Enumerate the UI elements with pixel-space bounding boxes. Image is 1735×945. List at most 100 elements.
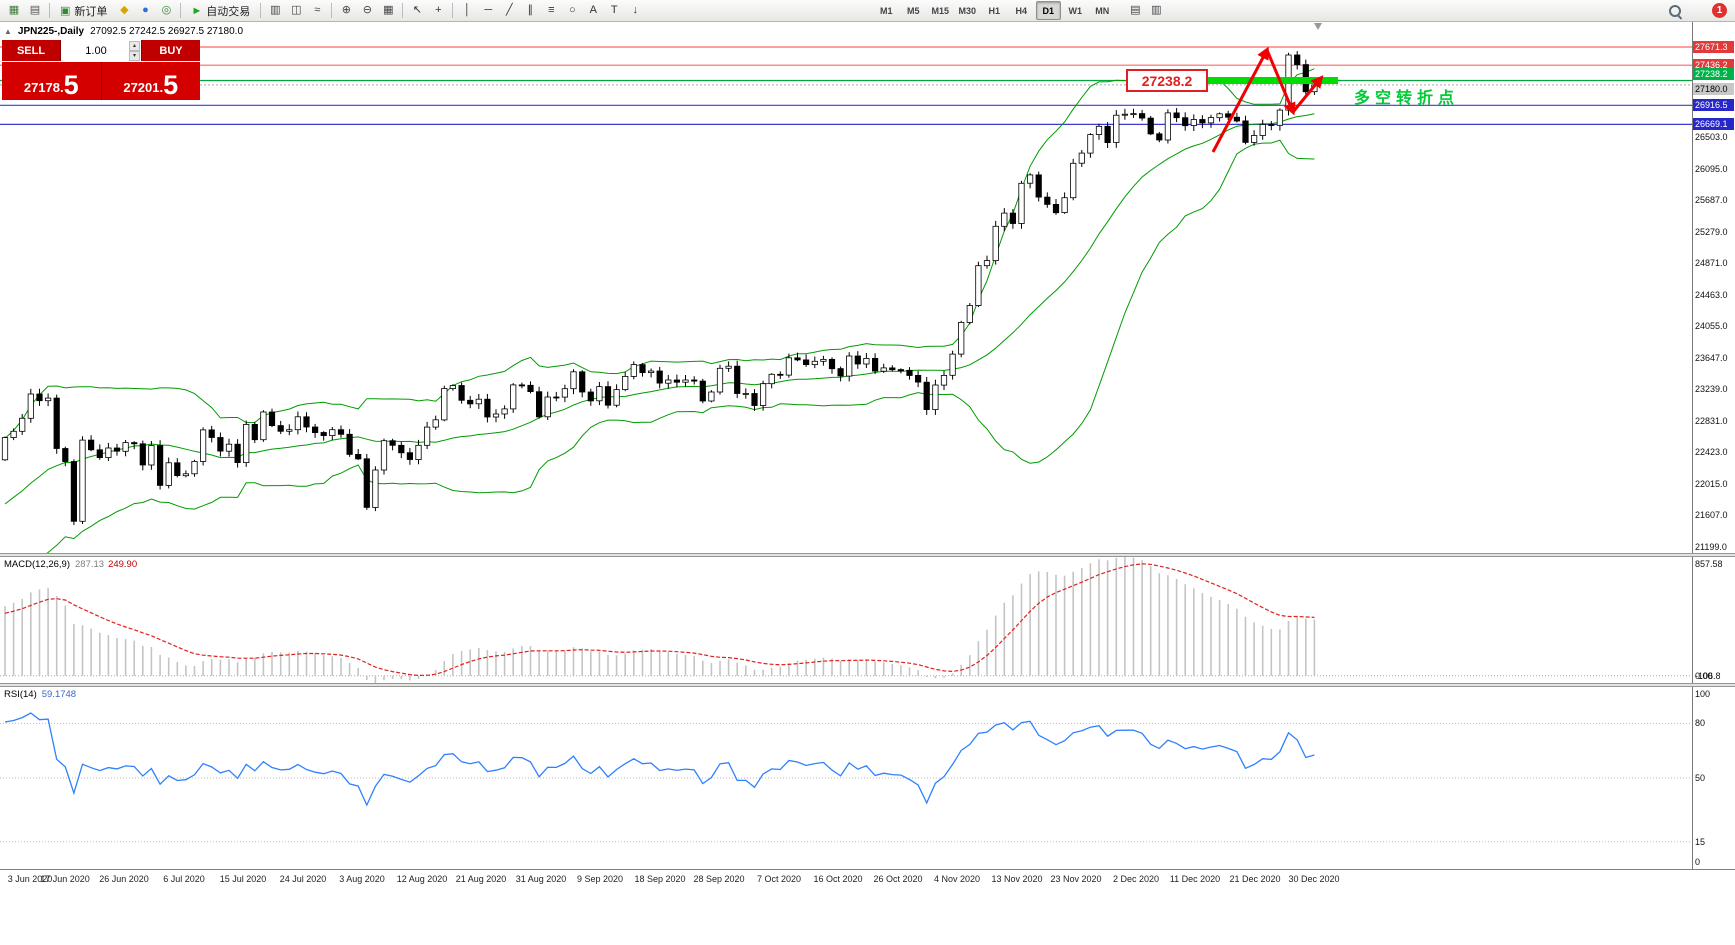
zoom-in-icon[interactable]: ⊕ bbox=[341, 4, 351, 16]
autotrading-button-label: 自动交易 bbox=[206, 5, 251, 18]
timeframe-w1-button[interactable]: W1 bbox=[1068, 5, 1083, 16]
price-scale-tag: 27671.3 bbox=[1693, 41, 1734, 53]
timeframe-m15-button[interactable]: M15 bbox=[931, 5, 950, 16]
timeframe-m30-button[interactable]: M30 bbox=[958, 5, 977, 16]
navigator-icon[interactable]: ◎ bbox=[161, 4, 172, 16]
chart-shift-marker[interactable] bbox=[1314, 23, 1322, 30]
price-scale-tick: 25279.0 bbox=[1695, 227, 1728, 237]
toolbar-separator bbox=[402, 3, 404, 18]
new-order-button[interactable]: ▣ 新订单 bbox=[54, 2, 113, 20]
new-chart-window-icon[interactable]: ▦ bbox=[8, 4, 20, 16]
time-axis-label: 7 Oct 2020 bbox=[756, 874, 802, 884]
macd-signal-value: 249.90 bbox=[108, 559, 138, 570]
profiles-icon[interactable]: ▤ bbox=[29, 4, 41, 16]
time-axis-label: 13 Nov 2020 bbox=[991, 874, 1043, 884]
one-click-trading-panel: SELL ▴ ▾ BUY 27178.5 27201.5 bbox=[2, 40, 200, 100]
buy-button[interactable]: BUY bbox=[142, 40, 200, 61]
timeframe-d1-button[interactable]: D1 bbox=[1035, 1, 1061, 20]
toolbar-separator bbox=[331, 3, 333, 18]
price-scale-tick: 23647.0 bbox=[1695, 353, 1728, 363]
rsi-scale-label: 15 bbox=[1695, 837, 1706, 847]
time-axis-label: 11 Dec 2020 bbox=[1169, 874, 1221, 884]
search-icon[interactable] bbox=[1667, 3, 1683, 20]
volume-increase-button[interactable]: ▴ bbox=[129, 41, 140, 51]
shapes-icon[interactable]: ○ bbox=[568, 4, 576, 16]
macd-name: MACD(12,26,9) bbox=[4, 559, 70, 570]
buy-price-button[interactable]: 27201. 5 bbox=[101, 62, 200, 100]
price-scale-tick: 24871.0 bbox=[1695, 258, 1728, 268]
favorites-icon[interactable]: ◆ bbox=[120, 4, 129, 16]
volume-input[interactable] bbox=[61, 40, 141, 61]
price-callout-label[interactable]: 27238.2 bbox=[1126, 69, 1208, 92]
one-click-toggle[interactable]: ▲ bbox=[4, 27, 12, 36]
price-scale-tag: 27180.0 bbox=[1693, 83, 1734, 95]
timeframe-mn-button[interactable]: MN bbox=[1095, 5, 1110, 16]
time-axis[interactable]: 3 Jun 2020 17 Jun 2020 26 Jun 2020 6 Jul 20… bbox=[0, 869, 1735, 897]
time-axis-label: 24 Jul 2020 bbox=[279, 874, 327, 884]
macd-main-value: 287.13 bbox=[75, 559, 105, 570]
volume-decrease-button[interactable]: ▾ bbox=[129, 51, 140, 61]
sell-button[interactable]: SELL bbox=[2, 40, 60, 61]
turning-point-label[interactable]: 多空转折点 bbox=[1354, 90, 1460, 107]
macd-scale-label: 857.58 bbox=[1695, 559, 1723, 569]
sell-price: 27178. bbox=[23, 80, 64, 95]
support-zone[interactable] bbox=[1205, 77, 1338, 84]
time-axis-label: 21 Dec 2020 bbox=[1229, 874, 1281, 884]
toolbar-separator bbox=[180, 3, 182, 18]
timeframe-m1-button[interactable]: M1 bbox=[880, 5, 893, 16]
zoom-out-icon[interactable]: ⊖ bbox=[362, 4, 372, 16]
period-settings-icon[interactable]: ▤ bbox=[1130, 4, 1141, 16]
time-axis-label: 26 Jun 2020 bbox=[99, 874, 149, 884]
timeframe-m5-button[interactable]: M5 bbox=[907, 5, 920, 16]
macd-panel-splitter[interactable] bbox=[0, 553, 1735, 557]
time-axis-label: 17 Jun 2020 bbox=[40, 874, 90, 884]
time-axis-label: 3 Jun 2020 bbox=[7, 874, 53, 884]
rsi-panel-splitter[interactable] bbox=[0, 683, 1735, 687]
time-axis-label: 4 Nov 2020 bbox=[933, 874, 981, 884]
sell-price-button[interactable]: 27178. 5 bbox=[2, 62, 101, 100]
macd-indicator-label: MACD(12,26,9) 287.13 249.90 bbox=[4, 559, 137, 570]
candlestick-chart-icon[interactable]: ◫ bbox=[291, 4, 302, 16]
cursor-icon[interactable]: ↖ bbox=[412, 4, 422, 16]
crosshair-icon[interactable]: + bbox=[435, 4, 442, 16]
price-scale[interactable]: 26503.0 26095.0 25687.0 25279.0 24871.0 24463… bbox=[1693, 22, 1735, 869]
price-scale-tick: 24055.0 bbox=[1695, 321, 1728, 331]
horizontal-level-lines[interactable] bbox=[0, 46, 1692, 126]
rsi-line bbox=[4, 712, 1315, 807]
templates-icon[interactable]: ▥ bbox=[1151, 4, 1162, 16]
price-scale-tick: 24463.0 bbox=[1695, 290, 1728, 300]
equidistant-channel-icon[interactable]: ∥ bbox=[527, 4, 534, 16]
text-icon[interactable]: A bbox=[589, 4, 597, 16]
time-axis-label: 9 Sep 2020 bbox=[576, 874, 624, 884]
fibonacci-icon[interactable]: ≡ bbox=[548, 4, 555, 16]
macd-indicator bbox=[0, 557, 1692, 683]
arrows-icon[interactable]: ↓ bbox=[632, 4, 639, 16]
toolbar-separator bbox=[260, 3, 262, 18]
trendline-icon[interactable]: ╱ bbox=[505, 4, 513, 16]
time-axis-label: 15 Jul 2020 bbox=[219, 874, 267, 884]
market-watch-icon[interactable]: ● bbox=[142, 4, 149, 16]
trend-arrows[interactable] bbox=[1211, 46, 1324, 153]
buy-price: 27201. bbox=[123, 80, 164, 95]
tile-windows-icon[interactable]: ▦ bbox=[383, 4, 394, 16]
timeframe-h1-button[interactable]: H1 bbox=[988, 5, 1001, 16]
toolbar-separator bbox=[49, 3, 50, 18]
bar-chart-icon[interactable]: ▥ bbox=[270, 4, 281, 16]
time-axis-label: 18 Sep 2020 bbox=[634, 874, 686, 884]
time-axis-label: 6 Jul 2020 bbox=[163, 874, 205, 884]
timeframe-h4-button[interactable]: H4 bbox=[1015, 5, 1028, 16]
bollinger-bands bbox=[4, 68, 1315, 553]
horizontal-line-icon[interactable]: ─ bbox=[484, 4, 493, 16]
text-label-icon[interactable]: T bbox=[610, 4, 618, 16]
notification-badge[interactable]: 1 bbox=[1712, 3, 1727, 18]
vertical-line-icon[interactable]: │ bbox=[463, 4, 471, 16]
line-chart-icon[interactable]: ≈ bbox=[314, 4, 321, 16]
time-axis-label: 28 Sep 2020 bbox=[693, 874, 745, 884]
bollinger-lower-band bbox=[46, 139, 1315, 553]
price-scale-tick: 26095.0 bbox=[1695, 164, 1728, 174]
new-order-icon: ▣ bbox=[60, 5, 71, 17]
autotrading-button[interactable]: ► 自动交易 bbox=[185, 2, 256, 20]
sell-price-big-digit: 5 bbox=[63, 70, 79, 101]
